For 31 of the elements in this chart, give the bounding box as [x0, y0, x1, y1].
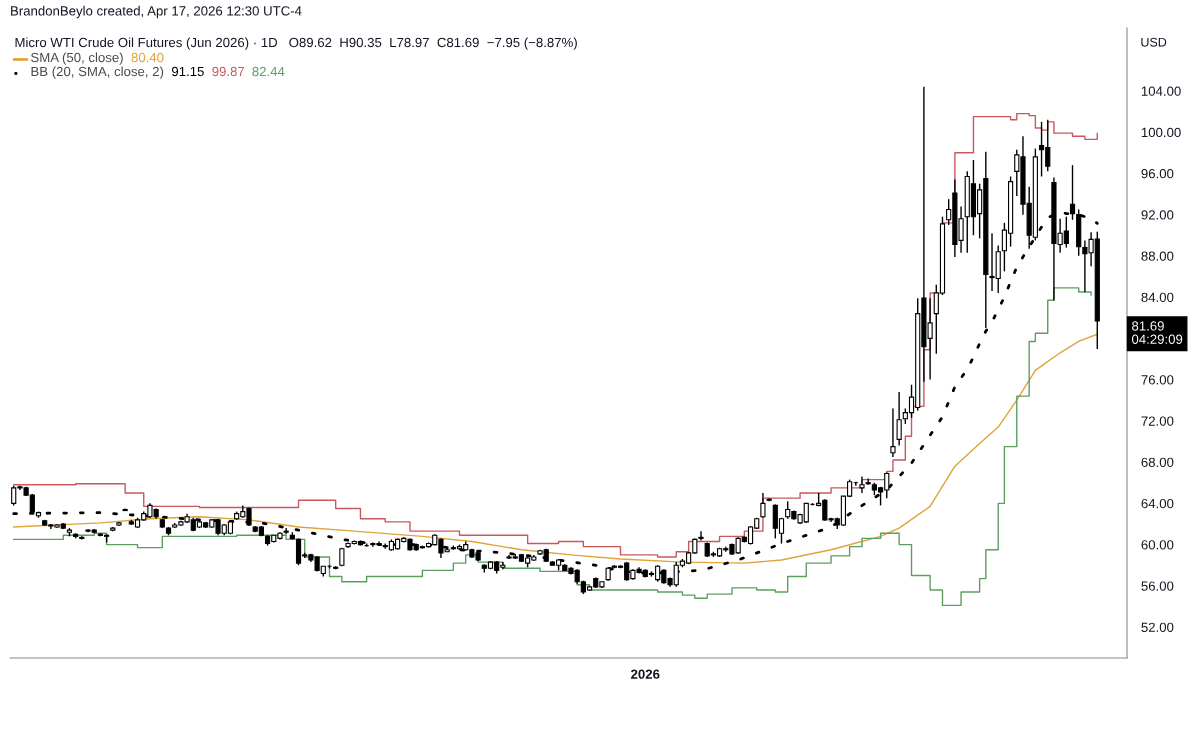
text: 81.69: [1132, 321, 1164, 331]
text: Micro WTI Crude Oil Futures (Jun 2026) · 1D O89.62 H90.35 L78.97 C81.69 −7.95 (−8.87%): [15, 37, 577, 50]
y-tick-label: 104.00: [1141, 86, 1181, 96]
y-tick-label: 64.00: [1141, 498, 1174, 509]
y-tick-label: 76.00: [1141, 375, 1174, 385]
y-tick-label: 56.00: [1141, 581, 1174, 591]
annotation: 80.40: [131, 52, 164, 63]
candlestick: [698, 530, 704, 542]
x-tick-label: 2026: [631, 669, 660, 679]
y-tick-label: 84.00: [1141, 292, 1174, 303]
y-tick-label: 72.00: [1141, 416, 1174, 426]
annotation: 91.15: [171, 66, 204, 77]
annotation: 82.44: [252, 66, 285, 77]
annotation: 99.87: [212, 66, 245, 77]
legend-label: BB (20, SMA, close, 2): [31, 66, 164, 79]
candlestick: [859, 475, 865, 494]
y-tick-label: 88.00: [1141, 251, 1174, 261]
y-axis-title: USD: [1141, 37, 1167, 47]
y-tick-label: 100.00: [1141, 127, 1181, 138]
y-tick-label: 92.00: [1141, 210, 1174, 220]
text: 04:29:09: [1131, 334, 1183, 344]
y-tick-label: 52.00: [1141, 622, 1174, 632]
y-tick-label: 60.00: [1141, 540, 1174, 550]
candlestick: [760, 492, 766, 519]
y-tick-label: 96.00: [1141, 168, 1174, 179]
text: BrandonBeylo created, Apr 17, 2026 12:30 UTC-4: [11, 5, 302, 19]
candlestick: [890, 407, 896, 458]
line-series: [13, 333, 1098, 564]
legend-label: SMA (50, close): [31, 52, 123, 65]
candlestick: [896, 391, 902, 447]
y-tick-label: 68.00: [1141, 457, 1174, 467]
